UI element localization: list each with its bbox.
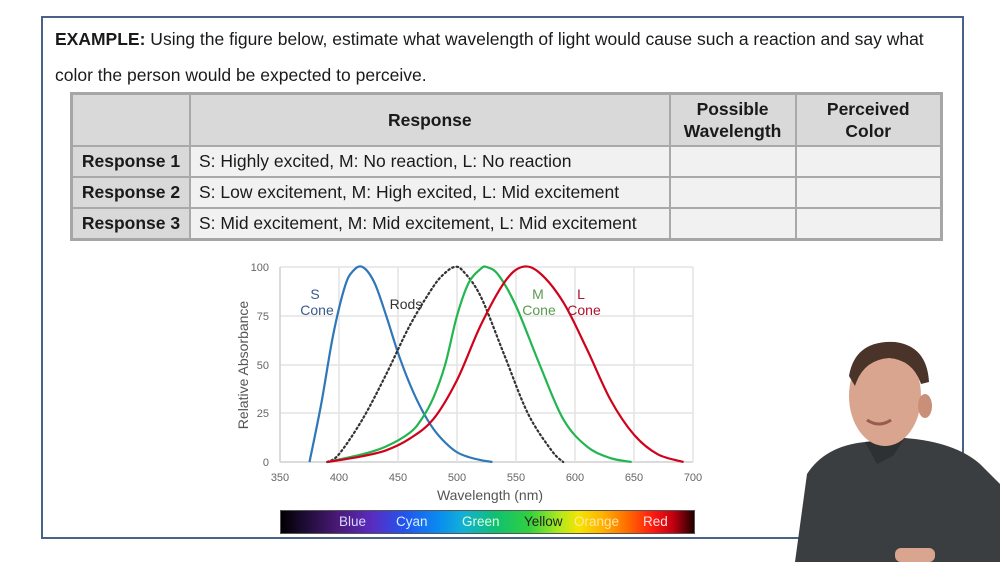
- x-tick: 650: [625, 472, 643, 484]
- y-tick: 25: [257, 408, 269, 420]
- question-text: EXAMPLE: Using the figure below, estimat…: [55, 21, 945, 93]
- y-axis-label: Relative Absorbance: [235, 301, 251, 430]
- m-cone-label: M: [532, 286, 544, 302]
- x-tick: 550: [507, 472, 525, 484]
- spectrum-label-red: Red: [643, 514, 668, 529]
- row-label: Response 2: [70, 176, 191, 209]
- m-cone-curve: [326, 265, 632, 464]
- visible-spectrum-bar: Blue Cyan Green Yellow Orange Red: [280, 510, 695, 534]
- header-wavelength: Possible Wavelength: [668, 92, 797, 147]
- x-tick: 350: [271, 472, 289, 484]
- x-tick: 500: [448, 472, 466, 484]
- row-wavelength-cell[interactable]: [668, 207, 797, 241]
- spectrum-label-yellow: Yellow: [524, 514, 563, 529]
- spectrum-label-cyan: Cyan: [396, 514, 428, 529]
- table-row: Response 3 S: Mid excitement, M: Mid exc…: [70, 207, 943, 241]
- row-response: S: Mid excitement, M: Mid excitement, L:…: [188, 207, 671, 241]
- absorbance-chart: 100 75 50 25 0 350 400 450 500 550 600 6…: [235, 262, 702, 503]
- example-label: EXAMPLE:: [55, 29, 146, 49]
- y-tick: 75: [257, 311, 269, 323]
- y-tick: 100: [251, 262, 269, 274]
- row-wavelength-cell[interactable]: [668, 176, 797, 209]
- l-cone-label: L: [577, 286, 585, 302]
- x-tick: 700: [684, 472, 702, 484]
- response-table: Response Possible Wavelength Perceived C…: [70, 92, 943, 241]
- x-tick-labels: 350 400 450 500 550 600 650 700: [271, 472, 702, 484]
- spectrum-label-green: Green: [462, 514, 500, 529]
- curves: [308, 265, 684, 464]
- y-tick-labels: 100 75 50 25 0: [251, 262, 269, 469]
- l-cone-curve: [327, 265, 684, 464]
- l-cone-label-2: Cone: [567, 302, 601, 318]
- spectrum-label-orange: Orange: [574, 514, 620, 529]
- s-cone-curve: [308, 265, 493, 464]
- header-response: Response: [188, 92, 671, 147]
- y-tick: 0: [263, 457, 269, 469]
- table-row: Response 2 S: Low excitement, M: High ex…: [70, 176, 943, 209]
- s-cone-label: S: [310, 286, 319, 302]
- x-axis-label: Wavelength (nm): [437, 487, 543, 503]
- presenter-video: [795, 341, 1000, 562]
- row-color-cell[interactable]: [794, 176, 943, 209]
- rods-curve: [326, 265, 565, 464]
- y-tick: 50: [257, 360, 269, 372]
- question-body: Using the figure below, estimate what wa…: [55, 29, 924, 85]
- curve-annotations: S Cone Rods M Cone L Cone: [300, 286, 601, 318]
- row-wavelength-cell[interactable]: [668, 145, 797, 178]
- row-response: S: Highly excited, M: No reaction, L: No…: [188, 145, 671, 178]
- row-label: Response 1: [70, 145, 191, 178]
- table-header-row: Response Possible Wavelength Perceived C…: [70, 92, 943, 147]
- rods-label: Rods: [390, 296, 423, 312]
- spectrum-label-blue: Blue: [339, 514, 367, 529]
- m-cone-label-2: Cone: [522, 302, 556, 318]
- s-cone-label-2: Cone: [300, 302, 334, 318]
- row-color-cell[interactable]: [794, 207, 943, 241]
- row-response: S: Low excitement, M: High excited, L: M…: [188, 176, 671, 209]
- row-color-cell[interactable]: [794, 145, 943, 178]
- x-tick: 450: [389, 472, 407, 484]
- x-tick: 600: [566, 472, 584, 484]
- header-color: Perceived Color: [794, 92, 943, 147]
- table-row: Response 1 S: Highly excited, M: No reac…: [70, 145, 943, 178]
- grid: [279, 266, 694, 463]
- x-tick: 400: [330, 472, 348, 484]
- row-label: Response 3: [70, 207, 191, 241]
- header-empty: [70, 92, 191, 147]
